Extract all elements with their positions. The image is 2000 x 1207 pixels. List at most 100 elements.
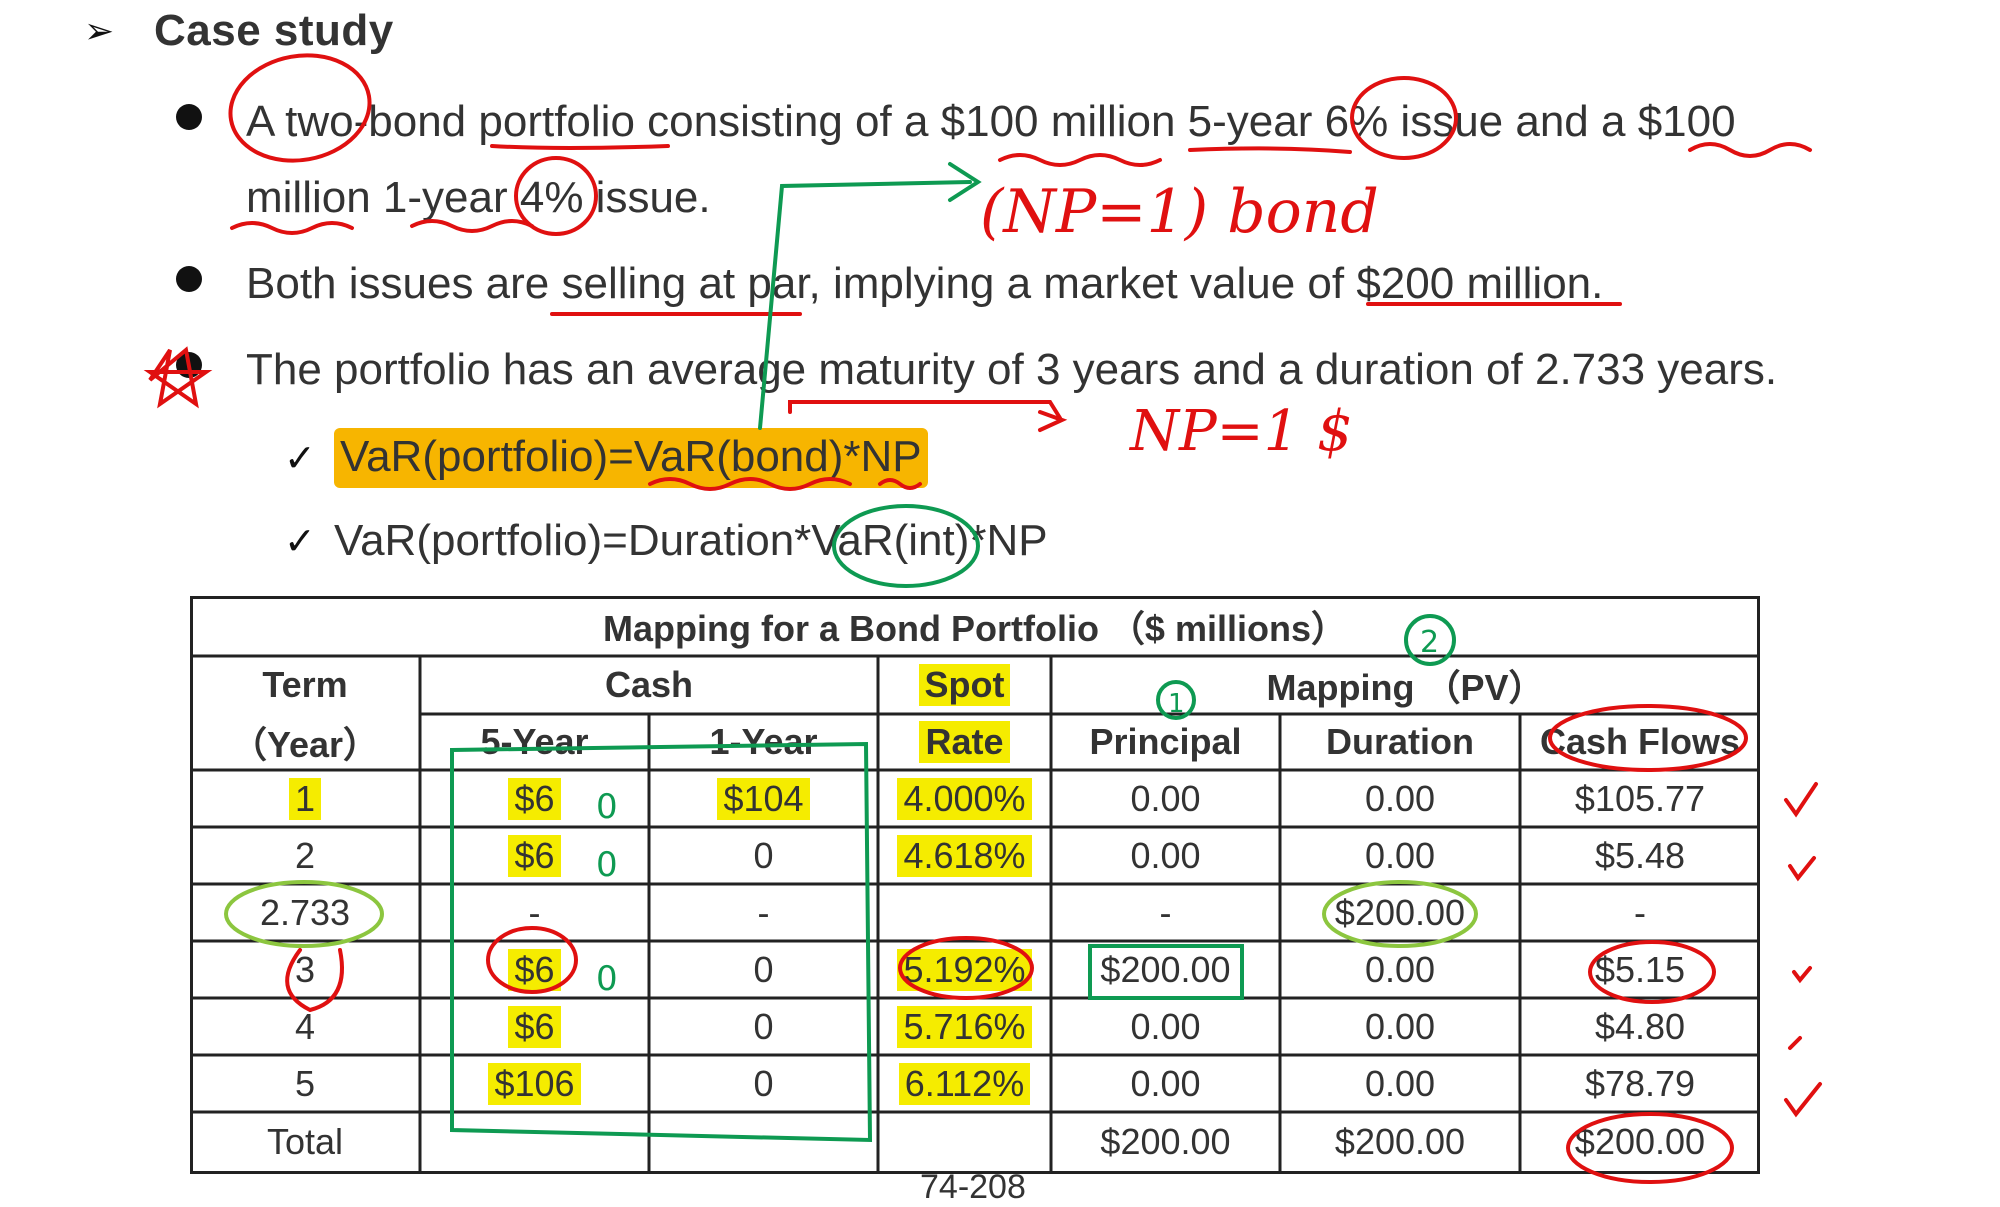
cell-duration: 0.00	[1364, 1005, 1436, 1047]
bullet-dot-icon	[176, 266, 202, 292]
cell-five-year-text: $6	[508, 948, 561, 991]
cell-cash-flows-total: $200.00	[1574, 1121, 1706, 1162]
cell-term: 4	[294, 1005, 316, 1047]
cell-cash-flows: -	[1634, 891, 1646, 933]
cell-rate-text: 6.112%	[898, 1062, 1031, 1105]
heading: ➢ Case study	[84, 6, 394, 56]
cell-one-year: 0	[753, 1005, 774, 1047]
cell-five-year: $6	[420, 941, 649, 998]
header-rate-text: Rate	[919, 721, 1010, 763]
subpoint-text: VaR(portfolio)=VaR(bond)*NP	[334, 428, 928, 488]
bullet-item-duration: The portfolio has an average maturity of…	[176, 332, 1866, 408]
cell-term: 2	[294, 834, 316, 876]
handwritten-np-dollar: NP=1 $	[1128, 399, 1353, 464]
header-duration: Duration	[1326, 721, 1474, 762]
bullet-text: Both issues are selling at par, implying…	[246, 259, 1604, 308]
cell-rate: 4.000%	[878, 770, 1051, 827]
cell-duration: 0.00	[1364, 777, 1436, 819]
cell-one-year: 0	[753, 1062, 774, 1104]
cell-rate: 5.716%	[878, 998, 1051, 1055]
cell-term: 1	[190, 770, 420, 827]
cell-one-year-text: $104	[717, 777, 810, 820]
header-five-year: 5-Year	[480, 721, 589, 762]
header-cash-flows: Cash Flows	[1539, 721, 1741, 762]
check-mark-icon	[1784, 782, 1818, 818]
cell-cash-flows: $78.79	[1584, 1062, 1696, 1104]
cell-cash-flows: $4.80	[1594, 1005, 1686, 1047]
cell-one-year: 0	[753, 834, 774, 876]
cell-five-year: $6	[420, 770, 649, 827]
bullet-item-portfolio: A two-bond portfolio consisting of a $10…	[176, 84, 1866, 236]
cell-duration: 0.00	[1364, 834, 1436, 876]
bullet-item-par: Both issues are selling at par, implying…	[176, 246, 1866, 322]
cell-principal: 0.00	[1130, 777, 1201, 819]
cell-term: 3	[294, 948, 316, 990]
page-title: Case study	[154, 6, 394, 55]
cell-five-year-text: $106	[488, 1062, 581, 1105]
cell-term-text: 1	[288, 777, 322, 820]
table-title: Mapping for a Bond Portfolio （$ millions…	[603, 608, 1347, 649]
cell-cash-flows: $5.15	[1594, 948, 1686, 990]
cell-one-year: $104	[649, 770, 878, 827]
cell-term: 5	[294, 1062, 316, 1104]
cell-cash-flows: $5.48	[1594, 834, 1686, 876]
cell-rate-text: 4.000%	[897, 777, 1032, 820]
cell-duration: $200.00	[1334, 891, 1466, 933]
subpoint-var-duration: ✓ VaR(portfolio)=Duration*VaR(int)*NP	[284, 516, 1048, 566]
cell-principal: 0.00	[1130, 1005, 1201, 1047]
cell-five-year: -	[528, 891, 541, 933]
header-mapping: Mapping （PV）	[1266, 666, 1545, 708]
cell-duration: 0.00	[1364, 948, 1436, 990]
subpoint-var-bond: ✓ VaR(portfolio)=VaR(bond)*NP	[284, 428, 928, 488]
header-one-year: 1-Year	[709, 721, 818, 762]
check-mark-icon	[1788, 856, 1816, 882]
arrowhead-bullet-icon: ➢	[84, 10, 115, 51]
cell-five-year: $106	[420, 1055, 649, 1112]
cell-term-total: Total	[266, 1121, 344, 1162]
header-spot: Spot	[878, 656, 1051, 713]
header-spot-text: Spot	[918, 663, 1011, 706]
cell-rate-text: 4.618%	[897, 834, 1032, 877]
arrowhead-icon	[1038, 410, 1068, 432]
bullet-dot-icon	[176, 352, 202, 378]
cell-duration: 0.00	[1364, 1062, 1436, 1104]
checkmark-icon: ✓	[284, 520, 316, 563]
cell-term: 2.733	[259, 891, 351, 933]
cell-one-year: -	[757, 891, 770, 933]
cell-principal: 0.00	[1130, 834, 1201, 876]
bullet-dot-icon	[176, 104, 202, 130]
header-cash: Cash	[604, 663, 694, 705]
cell-five-year: $6	[420, 827, 649, 884]
header-term: Term	[262, 663, 348, 705]
header-rate: Rate	[878, 714, 1051, 770]
bullet-text: The portfolio has an average maturity of…	[246, 345, 1778, 394]
checkmark-icon: ✓	[284, 437, 316, 480]
cell-five-year: $6	[420, 998, 649, 1055]
page-number: 74-208	[920, 1168, 1026, 1206]
cell-principal: -	[1159, 891, 1172, 933]
cell-rate-text: 5.716%	[897, 1005, 1032, 1048]
cell-rate-text: 5.192%	[897, 948, 1032, 991]
header-term-unit: （Year）	[230, 724, 380, 765]
check-mark-icon	[1784, 1082, 1822, 1118]
cell-five-year-text: $6	[508, 777, 561, 820]
cell-rate: 4.618%	[878, 827, 1051, 884]
check-mark-icon	[1788, 1036, 1802, 1050]
subpoint-text: VaR(portfolio)=Duration*VaR(int)*NP	[334, 516, 1048, 565]
mapping-table: Mapping for a Bond Portfolio （$ millions…	[190, 596, 1760, 1174]
check-mark-icon	[1792, 966, 1812, 984]
cell-principal: $200.00	[1100, 948, 1231, 990]
cell-duration-total: $200.00	[1334, 1121, 1466, 1162]
cell-rate	[878, 884, 1051, 941]
cell-cash-flows: $105.77	[1574, 777, 1706, 819]
bullet-text: A two-bond portfolio consisting of a $10…	[246, 97, 1736, 222]
cell-rate: 5.192%	[878, 941, 1051, 998]
cell-five-year-text: $6	[508, 834, 561, 877]
cell-five-year-text: $6	[508, 1005, 561, 1048]
cell-principal: 0.00	[1130, 1062, 1201, 1104]
cell-rate: 6.112%	[878, 1055, 1051, 1112]
cell-principal-total: $200.00	[1100, 1121, 1231, 1162]
cell-one-year: 0	[753, 948, 774, 990]
header-principal: Principal	[1089, 721, 1242, 762]
